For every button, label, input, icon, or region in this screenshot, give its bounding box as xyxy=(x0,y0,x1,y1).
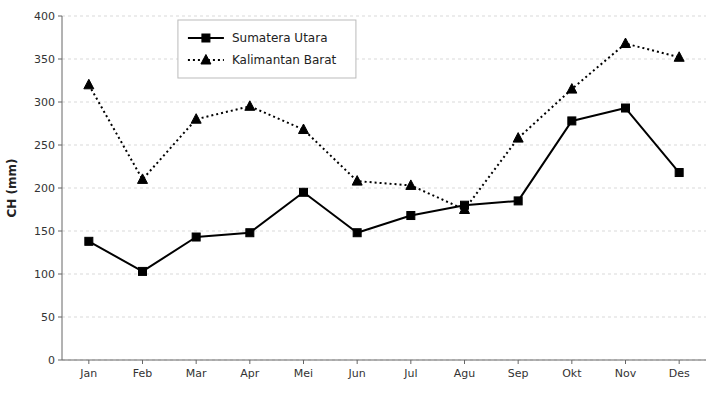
tick-label: Nov xyxy=(615,367,637,380)
legend-marker xyxy=(202,34,210,42)
point xyxy=(513,133,523,143)
grid-line xyxy=(62,274,706,275)
point xyxy=(621,38,631,48)
point xyxy=(85,237,93,245)
tick-label: 300 xyxy=(34,96,55,109)
tick-mark xyxy=(58,188,62,189)
tick-mark xyxy=(58,274,62,275)
line xyxy=(89,108,679,271)
grid-line xyxy=(62,16,706,17)
tick-label: Apr xyxy=(240,367,260,380)
tick-label: Jan xyxy=(79,367,97,380)
y-axis-label: CH (mm) xyxy=(5,158,19,217)
point xyxy=(460,204,470,214)
tick-mark xyxy=(58,360,62,361)
point xyxy=(407,212,415,220)
legend: Sumatera Utara Kalimantan Barat xyxy=(178,20,356,78)
legend-marker xyxy=(201,55,211,65)
point xyxy=(622,104,630,112)
point xyxy=(138,174,148,184)
tick-label: Mar xyxy=(186,367,207,380)
point xyxy=(675,169,683,177)
point xyxy=(299,124,309,134)
tick-mark xyxy=(410,360,411,364)
tick-label: 250 xyxy=(34,139,55,152)
tick-mark xyxy=(58,145,62,146)
tick-mark xyxy=(303,360,304,364)
tick-label: Jun xyxy=(348,367,366,380)
tick-mark xyxy=(58,231,62,232)
tick-mark xyxy=(571,360,572,364)
point xyxy=(139,267,147,275)
tick-mark xyxy=(249,360,250,364)
tick-mark xyxy=(142,360,143,364)
tick-label: Agu xyxy=(454,367,475,380)
tick-label: 200 xyxy=(34,182,55,195)
tick-label: Jul xyxy=(403,367,417,380)
legend-box xyxy=(178,20,356,78)
tick-label: Feb xyxy=(133,367,152,380)
tick-mark xyxy=(58,59,62,60)
tick-mark xyxy=(58,16,62,17)
tick-mark xyxy=(58,102,62,103)
point xyxy=(246,229,254,237)
point xyxy=(514,197,522,205)
chart-container: 050100150200250300350400JanFebMarAprMeiJ… xyxy=(0,0,722,396)
tick-label: Okt xyxy=(562,367,582,380)
tick-mark xyxy=(196,360,197,364)
legend-label: Kalimantan Barat xyxy=(232,53,337,67)
point xyxy=(192,233,200,241)
point xyxy=(352,176,362,186)
point xyxy=(674,52,684,62)
line xyxy=(89,44,679,210)
tick-mark xyxy=(625,360,626,364)
grid-line xyxy=(62,102,706,103)
tick-mark xyxy=(464,360,465,364)
grid-line xyxy=(62,360,706,361)
x-axis-line xyxy=(62,360,706,361)
x-axis: Jan Feb Mar Apr Mei Jun Jul Agu Sep Okt Nov Des xyxy=(79,360,690,380)
point xyxy=(300,188,308,196)
point xyxy=(245,101,255,111)
series xyxy=(84,38,684,213)
series xyxy=(85,104,683,275)
grid-line xyxy=(62,59,706,60)
grid-line xyxy=(62,231,706,232)
tick-label: Sep xyxy=(508,367,529,380)
tick-mark xyxy=(88,360,89,364)
grid-line xyxy=(62,145,706,146)
tick-mark xyxy=(518,360,519,364)
point xyxy=(191,114,201,124)
tick-label: 0 xyxy=(48,354,55,367)
point xyxy=(406,180,416,190)
point xyxy=(568,117,576,125)
tick-label: 100 xyxy=(34,268,55,281)
y-axis: 0 50 100 150 200 250 300 350 400 xyxy=(34,10,706,367)
y-axis-line xyxy=(62,16,63,360)
tick-label: 150 xyxy=(34,225,55,238)
point xyxy=(84,79,94,89)
tick-label: 50 xyxy=(41,311,55,324)
tick-label: Des xyxy=(669,367,690,380)
tick-label: 350 xyxy=(34,53,55,66)
tick-mark xyxy=(357,360,358,364)
plot-area xyxy=(84,38,684,275)
point xyxy=(353,229,361,237)
tick-label: Mei xyxy=(294,367,313,380)
point xyxy=(567,84,577,94)
tick-mark xyxy=(58,317,62,318)
chart: 050100150200250300350400JanFebMarAprMeiJ… xyxy=(0,0,722,396)
tick-mark xyxy=(679,360,680,364)
grid-line xyxy=(62,317,706,318)
legend-label: Sumatera Utara xyxy=(232,31,328,45)
tick-label: 400 xyxy=(34,10,55,23)
grid-line xyxy=(62,188,706,189)
